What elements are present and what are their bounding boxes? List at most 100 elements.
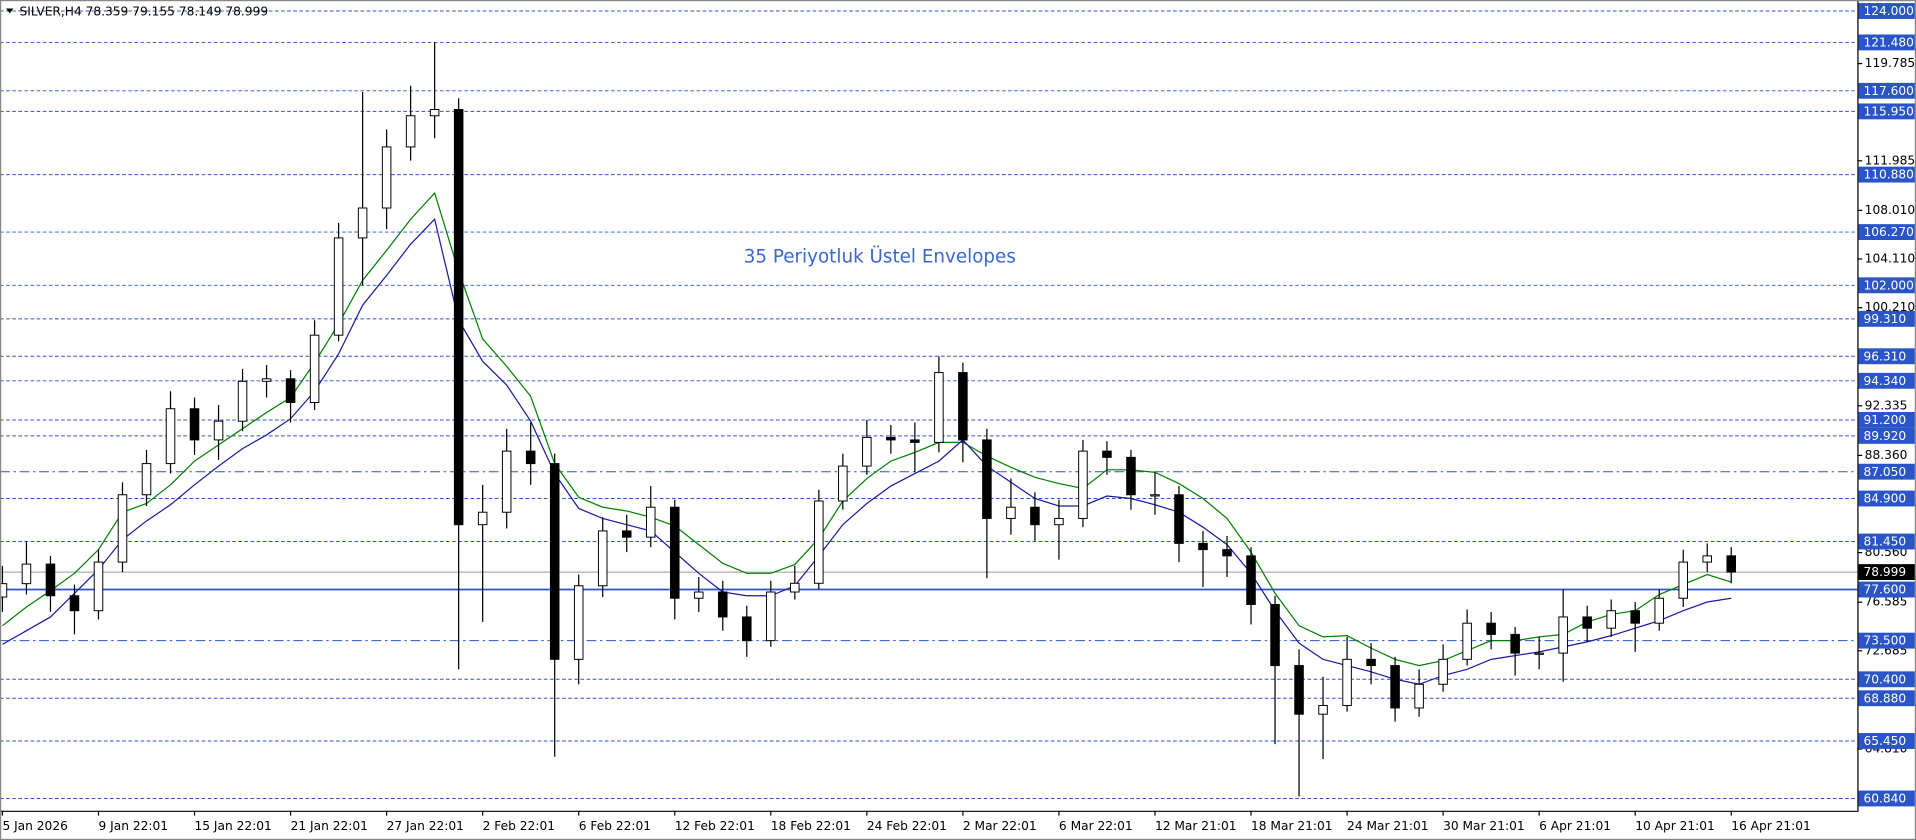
- candle-body: [1246, 555, 1256, 605]
- candle-body: [1438, 658, 1448, 685]
- candle-body: [958, 372, 968, 441]
- candle-body: [621, 530, 632, 538]
- candle-body: [1126, 456, 1136, 496]
- candle-body: [429, 109, 440, 117]
- y-tick-label: 76.585: [1865, 595, 1908, 609]
- y-tick-label: 88.360: [1865, 448, 1908, 462]
- x-tick-label: 18 Feb 22:01: [771, 819, 851, 833]
- candle-body: [1726, 555, 1737, 573]
- level-label-box: [1858, 103, 1915, 120]
- level-label-box: [1858, 277, 1915, 294]
- levels: [0, 10, 1858, 799]
- candle-body: [405, 115, 416, 148]
- level-label: 117.600: [1863, 84, 1913, 98]
- candle-body: [1174, 494, 1184, 544]
- candle-body: [477, 511, 488, 526]
- candle-body: [597, 530, 608, 587]
- x-tick-label: 30 Mar 21:01: [1443, 819, 1525, 833]
- level-label: 73.500: [1863, 634, 1906, 648]
- level-label-box: [1858, 224, 1915, 241]
- candle-body: [694, 591, 704, 599]
- candle-body: [309, 334, 320, 403]
- level-label-box: [1858, 372, 1915, 389]
- x-tick-label: 12 Mar 21:01: [1155, 819, 1237, 833]
- candle-body: [669, 506, 680, 599]
- level-label-box: [1858, 690, 1915, 707]
- level-label-box: [1858, 581, 1915, 598]
- level-label: 81.450: [1863, 535, 1906, 549]
- candle-body: [1606, 610, 1616, 629]
- level-label: 110.880: [1863, 168, 1913, 182]
- candle-body: [1534, 652, 1544, 655]
- level-label: 65.450: [1863, 734, 1906, 748]
- level-label-box: [1858, 3, 1915, 19]
- candle-body: [165, 408, 176, 465]
- level-label: 68.880: [1863, 691, 1906, 705]
- level-label: 96.310: [1863, 349, 1906, 363]
- candle-body: [1558, 616, 1568, 654]
- level-label-box: [1858, 82, 1915, 99]
- level-label-box: [1858, 463, 1915, 480]
- candle-body: [1270, 603, 1280, 667]
- candle-body: [886, 436, 896, 441]
- level-label-box: [1858, 533, 1915, 550]
- x-tick-label: 2 Feb 22:01: [483, 819, 555, 833]
- candle-body: [381, 146, 392, 209]
- last-price-label: 78.999: [1863, 565, 1906, 579]
- x-tick-label: 27 Jan 22:01: [387, 819, 464, 833]
- y-tick-label: 92.335: [1865, 398, 1908, 412]
- x-tick-label: 2 Mar 22:01: [963, 819, 1037, 833]
- candle-body: [1198, 542, 1208, 551]
- candle-body: [1414, 683, 1424, 709]
- level-label: 115.950: [1863, 104, 1913, 118]
- candle-body: [982, 439, 992, 519]
- candle-body: [1702, 555, 1712, 563]
- candle-body: [573, 585, 584, 660]
- candle-body: [645, 506, 656, 538]
- level-label: 106.270: [1863, 225, 1913, 239]
- y-tick-label: 108.010: [1865, 203, 1915, 217]
- candle-body: [69, 595, 80, 612]
- level-label-box: [1858, 412, 1915, 428]
- candle-body: [1366, 658, 1376, 667]
- level-label: 70.400: [1863, 672, 1906, 686]
- candle-body: [718, 591, 728, 618]
- candle-body: [333, 237, 344, 336]
- candle-body: [1678, 561, 1688, 599]
- candle-body: [1006, 506, 1016, 519]
- level-label: 87.050: [1863, 465, 1906, 479]
- candle-body: [0, 583, 8, 598]
- level-label-box: [1858, 632, 1915, 649]
- x-tick-label: 24 Feb 22:01: [867, 819, 947, 833]
- level-label: 102.000: [1863, 278, 1913, 292]
- candle-body: [453, 109, 464, 526]
- level-label: 121.480: [1863, 36, 1913, 50]
- candle-body: [1318, 704, 1328, 715]
- candle-body: [1342, 658, 1352, 706]
- x-tick-label: 5 Jan 2026: [2, 819, 67, 833]
- level-label: 91.200: [1863, 413, 1906, 427]
- level-label-box: [1858, 34, 1915, 51]
- candle-body: [93, 561, 104, 612]
- level-label: 94.340: [1863, 374, 1906, 388]
- candle-body: [501, 450, 512, 513]
- chart-title: SILVER,H4 78.359 79.155 78.149 78.999: [20, 5, 269, 19]
- y-tick-label: 111.985: [1865, 153, 1915, 167]
- candle-body: [1078, 450, 1088, 519]
- level-label: 89.920: [1863, 429, 1906, 443]
- candle-body: [1054, 517, 1064, 526]
- candle-body: [21, 563, 32, 585]
- candle-body: [1486, 622, 1496, 635]
- menu-triangle: [6, 8, 14, 14]
- level-label: 84.900: [1863, 492, 1906, 506]
- level-label-box: [1858, 427, 1915, 444]
- candle-body: [1582, 616, 1592, 629]
- y-tick-label: 104.110: [1865, 252, 1915, 266]
- level-label: 124.000: [1863, 4, 1913, 18]
- level-label-box: [1858, 348, 1915, 365]
- candles: [0, 42, 1737, 797]
- candle-body: [1030, 506, 1040, 526]
- candle-body: [189, 408, 200, 441]
